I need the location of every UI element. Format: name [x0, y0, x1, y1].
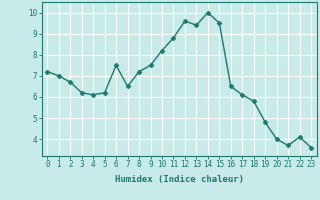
X-axis label: Humidex (Indice chaleur): Humidex (Indice chaleur) [115, 175, 244, 184]
